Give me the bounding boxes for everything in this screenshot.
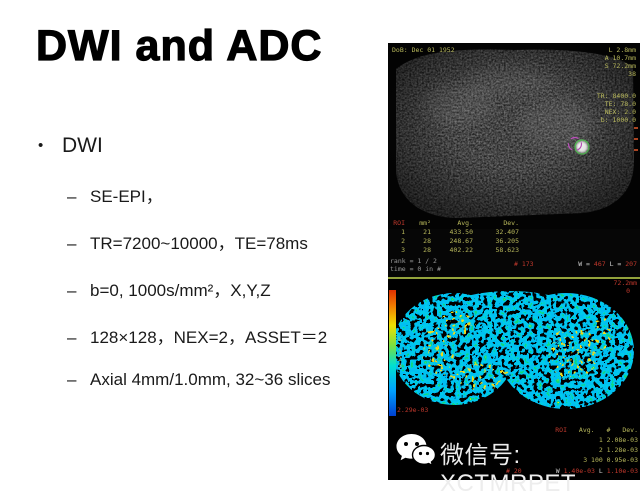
adc-frame-number: # 20 bbox=[506, 467, 522, 475]
dev-col-header: Dev. bbox=[503, 219, 519, 227]
scale-tick: 3 bbox=[398, 362, 402, 370]
dwi-pos-a: A 10.7mm bbox=[604, 54, 636, 62]
dash-marker: – bbox=[67, 328, 77, 347]
adc-min-value: 2.29e-03 bbox=[397, 406, 429, 414]
avg-col-header: Avg. bbox=[457, 219, 473, 227]
dwi-rank-line: rank = 1 / 2 bbox=[390, 257, 437, 265]
level-value: 1.10e-03 bbox=[606, 467, 638, 475]
stats-dev-header: Dev. bbox=[622, 426, 638, 434]
roi-cell: 2 bbox=[401, 237, 405, 245]
dwi-scan-parameters: TR: 8400.0 TE: 78.0 NEX: 2.0 b: 1000.0 bbox=[597, 92, 636, 124]
bullet-marker: • bbox=[38, 137, 44, 154]
roi-cell: 3 bbox=[401, 246, 405, 254]
watermark-text: 微信号: XCTMRPET bbox=[440, 442, 576, 497]
area-col-header: mm² bbox=[419, 219, 431, 227]
roi-cell: 433.50 bbox=[449, 228, 473, 236]
sub-bullet-tr-te: – TR=7200~10000，TE=78ms bbox=[67, 229, 308, 254]
dwi-image-viewport: DoB: Dec 01 1952 L 2.8mm A 10.7mm S 72.2… bbox=[388, 43, 640, 277]
bullet-label: DWI bbox=[62, 134, 103, 157]
dwi-time-line: time = 0 in # bbox=[390, 265, 441, 273]
sub-bullet-text: Axial 4mm/1.0mm, 32~36 slices bbox=[90, 370, 331, 389]
roi-cell: 58.623 bbox=[495, 246, 519, 254]
page-title: DWI and ADC bbox=[35, 21, 323, 70]
imaging-panel: DoB: Dec 01 1952 L 2.8mm A 10.7mm S 72.2… bbox=[388, 43, 640, 497]
dwi-tr: TR: 8400.0 bbox=[596, 92, 636, 100]
adc-parametric-map bbox=[392, 291, 634, 409]
slide: { "colors":{ "annotation_yellow":"#b9b95… bbox=[35, 21, 640, 497]
stats-row: 1 2.08e-03 bbox=[598, 436, 638, 444]
roi-cell: 28 bbox=[423, 237, 431, 245]
dwi-pos-s: S 72.2mm bbox=[604, 62, 636, 70]
roi-cell: 1 bbox=[401, 228, 405, 236]
level-value: 207 bbox=[625, 260, 637, 268]
sub-bullet-se-epi: – SE-EPI， bbox=[67, 182, 163, 207]
roi-col-header: ROI bbox=[393, 219, 405, 227]
window-value: 467 bbox=[593, 260, 606, 268]
sub-bullet-text: SE-EPI， bbox=[90, 187, 163, 206]
roi-cell: 28 bbox=[423, 246, 431, 254]
dwi-frame-number: # 173 bbox=[514, 260, 534, 268]
window-label: W bbox=[555, 467, 560, 475]
adc-stats-table: ROI Avg. # Dev. 1 2.08e-03 2 1.28e-03 3 … bbox=[547, 425, 638, 465]
adc-scale-ticks: 1 2 3 bbox=[398, 349, 402, 370]
stats-count-header: # bbox=[606, 426, 611, 434]
scale-tick: 1 bbox=[398, 348, 402, 356]
sub-bullet-matrix: –128×128，NEX=2，ASSET＝2 bbox=[67, 323, 327, 348]
dwi-pos-l: L 2.8mm bbox=[608, 46, 636, 54]
sub-bullet-slices: – Axial 4mm/1.0mm, 32~36 slices bbox=[67, 370, 330, 390]
dash-marker: – bbox=[67, 187, 77, 206]
adc-position-value: 72.2mm bbox=[613, 279, 637, 287]
sub-bullet-bvalues: – b=0, 1000s/mm²，X,Y,Z bbox=[67, 276, 271, 301]
sub-bullet-text: 128×128，NEX=2，ASSET＝2 bbox=[90, 328, 328, 347]
dash-marker: – bbox=[67, 281, 77, 300]
roi-cell: 21 bbox=[423, 228, 431, 236]
watermark-bar: ROI Avg. # Dev. 1 2.08e-03 2 1.28e-03 3 … bbox=[388, 420, 640, 497]
adc-map-viewport: L 1 2 3 72.2mm 0 2 2.29e-03 bbox=[388, 277, 640, 420]
level-label: L bbox=[598, 467, 603, 475]
stats-avg-header: Avg. bbox=[578, 426, 595, 434]
sub-bullet-text: TR=7200~10000，TE=78ms bbox=[90, 234, 308, 253]
roi-cell: 36.205 bbox=[495, 237, 519, 245]
adc-position-sub: 0 bbox=[626, 287, 630, 295]
dwi-position-annotations: L 2.8mm A 10.7mm S 72.2mm 38 bbox=[605, 46, 636, 78]
roi-cell: 248.67 bbox=[449, 237, 473, 245]
dwi-dob-text: DoB: Dec 01 1952 bbox=[392, 46, 455, 54]
roi-cell: 402.22 bbox=[449, 246, 473, 254]
wechat-icon bbox=[396, 434, 437, 467]
stats-row: 2 1.28e-03 bbox=[598, 446, 638, 454]
window-value: 1.40e-03 bbox=[563, 467, 595, 475]
scale-tick: 2 bbox=[398, 355, 402, 363]
orientation-marks bbox=[634, 127, 638, 160]
dwi-te: TE: 78.0 bbox=[604, 100, 636, 108]
stats-row: 3 100 0.95e-03 bbox=[583, 456, 638, 464]
dash-marker: – bbox=[67, 234, 77, 253]
sub-bullet-text: b=0, 1000s/mm²，X,Y,Z bbox=[90, 281, 271, 300]
roi-cell: 32.407 bbox=[495, 228, 519, 236]
level-label: L = bbox=[609, 260, 622, 268]
dwi-roi-table: ROI mm² Avg. Dev. 1 21 433.50 32.407 2 2… bbox=[391, 219, 519, 254]
adc-roi-marker: 2 bbox=[555, 339, 560, 347]
dwi-window-level: W = 467 L = 207 bbox=[578, 260, 637, 268]
adc-color-scale-bar bbox=[389, 290, 396, 416]
adc-window-level: W 1.40e-03 L 1.10e-03 bbox=[556, 467, 638, 475]
vignette-overlay bbox=[388, 43, 640, 229]
dwi-bvalue: b: 1000.0 bbox=[600, 116, 636, 124]
window-label: W = bbox=[578, 260, 590, 268]
bullet-item-dwi: • DWI bbox=[38, 134, 103, 158]
dash-marker: – bbox=[67, 370, 77, 389]
dwi-nex: NEX: 2.0 bbox=[604, 108, 636, 116]
stats-roi-header: ROI bbox=[555, 426, 567, 434]
dwi-slice-number: 38 bbox=[628, 70, 636, 78]
adc-scale-label: L bbox=[398, 335, 402, 343]
